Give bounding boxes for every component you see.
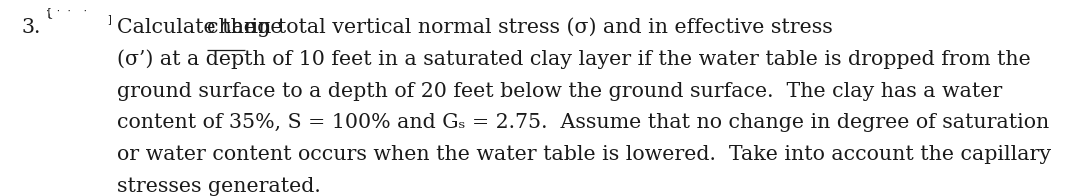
Text: 3.: 3. [22,18,41,37]
Text: stresses generated.: stresses generated. [117,177,321,196]
Text: content of 35%, S = 100% and Gₛ = 2.75.  Assume that no change in degree of satu: content of 35%, S = 100% and Gₛ = 2.75. … [117,113,1049,132]
Text: change: change [206,18,282,37]
Text: in total vertical normal stress (σ) and in effective stress: in total vertical normal stress (σ) and … [245,18,833,37]
Text: ground surface to a depth of 20 feet below the ground surface.  The clay has a w: ground surface to a depth of 20 feet bel… [117,82,1002,101]
Text: ]: ] [106,14,112,24]
Text: · · ·  ·: · · · · [45,7,89,16]
Text: └: └ [46,15,52,24]
Text: Calculate the: Calculate the [117,18,262,37]
Text: or water content occurs when the water table is lowered.  Take into account the : or water content occurs when the water t… [117,145,1051,164]
Text: (σ’) at a depth of 10 feet in a saturated clay layer if the water table is dropp: (σ’) at a depth of 10 feet in a saturate… [117,50,1030,69]
Text: [: [ [45,7,52,17]
